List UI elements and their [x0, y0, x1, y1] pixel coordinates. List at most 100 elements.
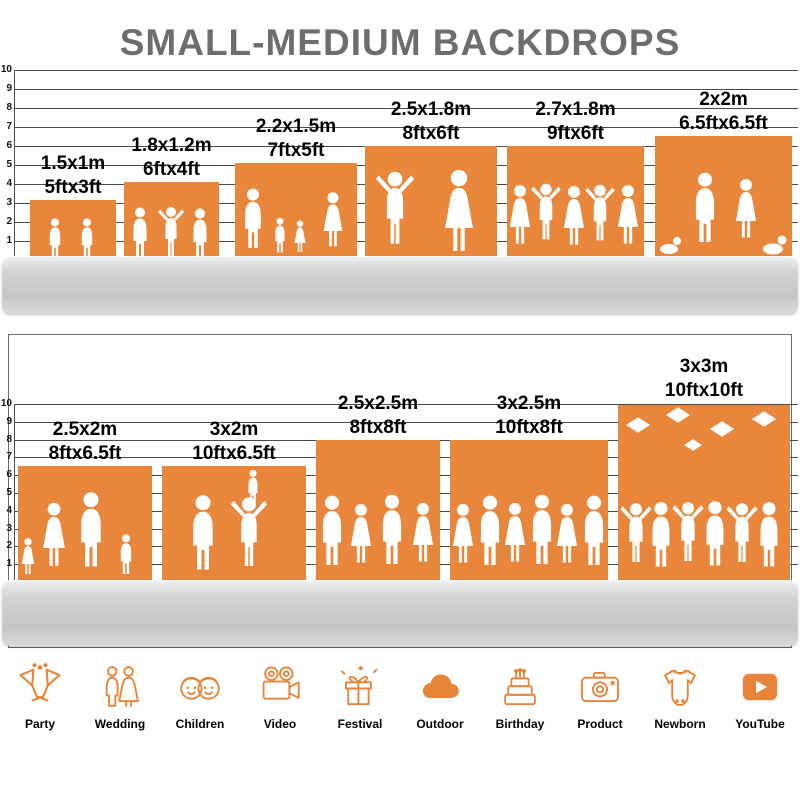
floor-platform: [2, 256, 798, 314]
y-tick: 1: [6, 558, 12, 569]
gridline: [14, 70, 798, 71]
size-metric: 1.8x1.2m: [131, 135, 212, 156]
backdrop-bar: [365, 146, 497, 258]
people-silhouette: [21, 492, 132, 575]
size-imperial: 7ftx5ft: [267, 140, 325, 161]
gridline: [14, 422, 798, 423]
category-party: Party: [0, 662, 80, 731]
size-label: 2.5x2m 8ftx6.5ft: [0, 418, 170, 466]
category-label: Outdoor: [416, 717, 464, 731]
category-label: Wedding: [94, 717, 146, 731]
party-glasses-icon: [19, 663, 61, 702]
y-tick: 10: [0, 398, 12, 409]
y-tick: 4: [6, 178, 12, 189]
gridline: [14, 89, 798, 90]
size-imperial: 6ftx4ft: [142, 159, 200, 180]
birthday-cake-icon: [504, 668, 536, 706]
category-wedding: Wedding: [80, 662, 160, 731]
category-label: Newborn: [654, 717, 706, 731]
y-tick: 9: [6, 83, 12, 94]
category-outdoor: Outdoor: [400, 662, 480, 731]
size-label: 2.5x1.8m 8ftx6ft: [345, 98, 517, 146]
size-metric: 3x2.5m: [496, 393, 562, 414]
wedding-couple-icon: [105, 666, 139, 707]
category-label: Birthday: [495, 717, 545, 731]
category-festival: Festival: [320, 662, 400, 731]
youtube-play-icon: [742, 673, 778, 701]
people-silhouette: [375, 169, 473, 251]
y-tick: 6: [6, 469, 12, 480]
size-metric: 2.2x1.5m: [255, 116, 337, 137]
category-newborn: Newborn: [640, 662, 720, 731]
size-imperial: 6.5ftx6.5ft: [679, 113, 768, 134]
size-label: 3x2.5m 10ftx8ft: [430, 392, 628, 440]
y-tick: 5: [6, 487, 12, 498]
y-tick: 6: [6, 140, 12, 151]
backdrop-bar: [316, 440, 440, 582]
y-tick: 3: [6, 197, 12, 208]
size-metric: 2.5x2.5m: [337, 393, 419, 414]
video-camera-icon: [262, 666, 300, 700]
backdrop-bar: [507, 146, 644, 258]
size-imperial: 5ftx3ft: [44, 177, 102, 198]
gift-box-icon: [341, 666, 378, 706]
size-label: 3x3m 10ftx10ft: [606, 355, 800, 403]
gridline: [14, 108, 798, 109]
backdrop-bar: [30, 200, 116, 258]
floor-platform: [2, 580, 798, 646]
y-tick: 2: [6, 540, 12, 551]
y-tick: 10: [0, 64, 12, 75]
backdrop-bar: [162, 466, 306, 582]
photo-camera-icon: [581, 672, 619, 702]
cloud-icon: [422, 674, 459, 698]
category-label: Video: [263, 717, 297, 731]
children-faces-icon: [180, 676, 220, 700]
people-silhouette: [49, 218, 93, 258]
y-tick: 2: [6, 216, 12, 227]
people-silhouette: [245, 188, 343, 253]
size-label: 2.2x1.5m 7ftx5ft: [215, 115, 377, 163]
size-metric: 2.7x1.8m: [535, 99, 616, 120]
gridline: [14, 127, 798, 128]
backdrop-bar: [655, 136, 792, 258]
category-video: Video: [240, 662, 320, 731]
y-tick: 9: [6, 416, 12, 427]
chart-frame: [8, 334, 792, 648]
y-tick: 7: [6, 451, 12, 462]
size-imperial: 9ftx6ft: [546, 123, 604, 144]
people-silhouette: [509, 183, 639, 245]
page-title: SMALL-MEDIUM BACKDROPS: [119, 22, 681, 63]
size-imperial: 8ftx6ft: [402, 123, 460, 144]
size-metric: 2x2m: [699, 89, 748, 110]
category-row: Party Wedding: [0, 662, 800, 731]
size-label: 2x2m 6.5ftx6.5ft: [635, 88, 800, 136]
people-silhouette: [193, 469, 268, 570]
y-axis-line: [14, 404, 15, 580]
people-silhouette: [133, 207, 207, 258]
size-label: 2.5x2.5m 8ftx8ft: [296, 392, 460, 440]
backdrop-bar: [18, 466, 152, 582]
category-birthday: Birthday: [480, 662, 560, 731]
size-metric: 2.5x2m: [52, 419, 118, 440]
y-tick: 8: [6, 434, 12, 445]
backdrop-bar: [450, 440, 608, 582]
category-label: Children: [175, 717, 225, 731]
size-label: 2.7x1.8m 9ftx6ft: [487, 98, 664, 146]
baby-onesie-icon: [664, 669, 696, 706]
category-label: Product: [577, 717, 623, 731]
category-label: YouTube: [735, 717, 785, 731]
category-product: Product: [560, 662, 640, 731]
category-youtube: YouTube: [720, 662, 800, 731]
size-label: 1.5x1m 5ftx3ft: [8, 152, 138, 200]
people-silhouette: [452, 494, 604, 565]
size-label: 1.8x1.2m 6ftx4ft: [104, 134, 239, 182]
y-tick: 8: [6, 102, 12, 113]
backdrop-bar: [235, 163, 357, 258]
size-metric: 3x3m: [679, 356, 729, 377]
gridline: [14, 404, 798, 405]
people-silhouette: [322, 494, 434, 565]
people-silhouette: [660, 172, 787, 255]
size-imperial: 10ftx8ft: [495, 417, 563, 438]
backdrop-bar: [124, 182, 219, 258]
